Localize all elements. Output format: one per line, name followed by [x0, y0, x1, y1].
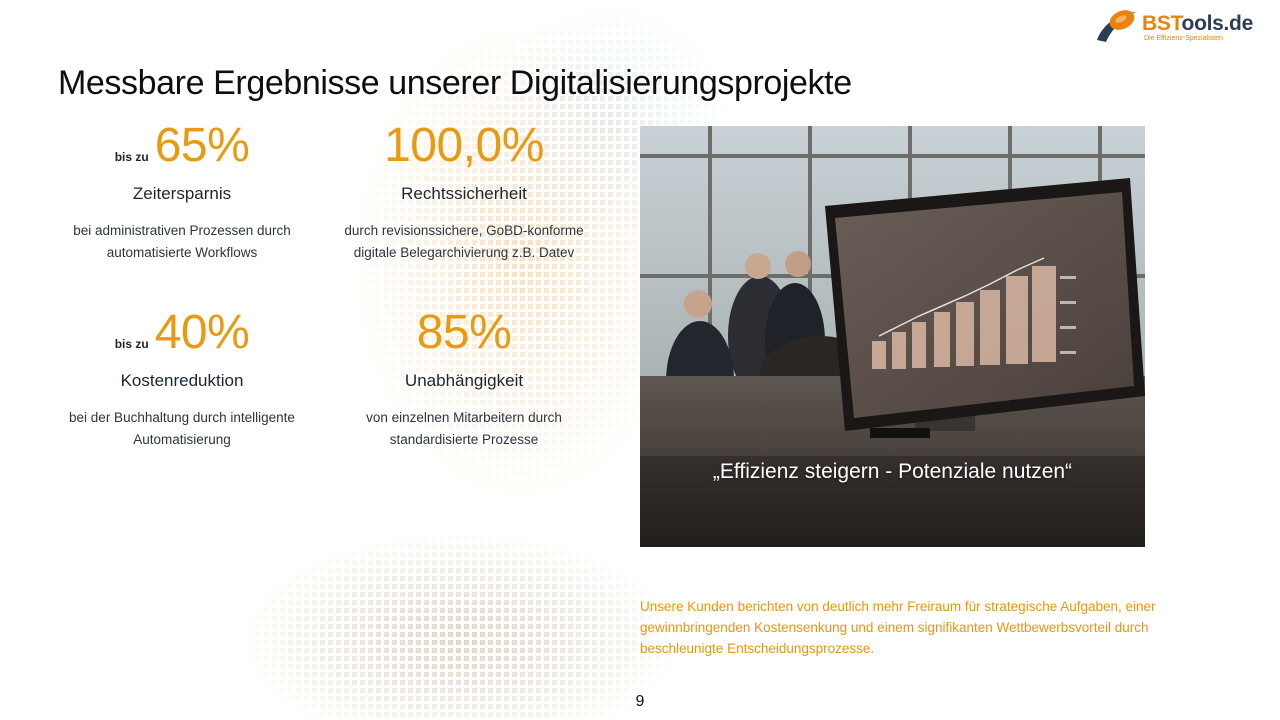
stat-label: Unabhängigkeit [404, 371, 524, 390]
stat-value: 100,0% [384, 119, 544, 172]
stat-label: Zeitersparnis [132, 184, 232, 203]
photo-quote: „Effizienz steigern - Potenziale nutzen“ [712, 460, 1073, 483]
stat-prefix: bis zu [114, 337, 149, 351]
logo-wordmark: BSTools.de [1142, 12, 1253, 35]
page-number: 9 [635, 693, 645, 710]
company-logo: BSTools.de Die Effizienz-Spezialisten [1094, 6, 1270, 46]
stat-cost-reduction: bis zu 40% Kostenreduktion bei der Buchh… [47, 305, 317, 451]
logo-swoosh-icon [1097, 10, 1136, 42]
stat-legal-certainty: 100,0% Rechtssicherheit durch revisionss… [329, 118, 599, 264]
stat-value: 40% [154, 306, 250, 359]
stat-description: bei der Buchhaltung durch intelligente A… [69, 410, 295, 447]
office-photo: „Effizienz steigern - Potenziale nutzen“ [640, 126, 1145, 547]
stat-prefix: bis zu [114, 150, 149, 164]
stat-time-savings: bis zu 65% Zeitersparnis bei administrat… [47, 118, 317, 264]
stat-label: Kostenreduktion [120, 371, 244, 390]
stat-description: bei administrativen Prozessen durch auto… [73, 223, 291, 260]
stat-description: durch revisionssichere, GoBD-konforme di… [344, 223, 584, 260]
page-title: Messbare Ergebnisse unserer Digitalisier… [58, 64, 852, 102]
stat-value: 85% [416, 306, 512, 359]
stat-label: Rechtssicherheit [401, 184, 527, 203]
summary-text: Unsere Kunden berichten von deutlich meh… [640, 599, 1156, 656]
stat-description: von einzelnen Mitarbeitern durch standar… [366, 410, 562, 447]
office-scene-illustration [640, 126, 1145, 547]
logo-tagline: Die Effizienz-Spezialisten [1144, 35, 1223, 42]
stat-independence: 85% Unabhängigkeit von einzelnen Mitarbe… [329, 305, 599, 451]
stat-value: 65% [154, 119, 250, 172]
